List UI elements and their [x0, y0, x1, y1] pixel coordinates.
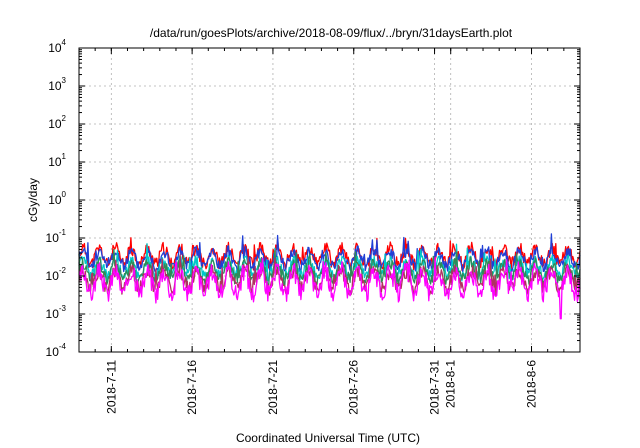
grid	[79, 48, 580, 352]
y-tick-label: 10-2	[46, 266, 67, 283]
series-line-1	[78, 237, 581, 272]
series-layer	[78, 233, 581, 320]
ticks	[78, 47, 581, 353]
y-tick-labels: 10-4 10-3 10-2 10-1 100 101 102 103 104	[46, 38, 67, 359]
x-tick-label: 2018-7-11	[104, 360, 118, 414]
series-line-6	[78, 257, 581, 320]
y-tick-label: 100	[48, 190, 66, 207]
y-tick-label: 104	[48, 38, 66, 55]
x-tick-label: 2018-7-31	[428, 360, 442, 415]
x-tick-label: 2018-7-21	[266, 360, 280, 415]
x-tick-label: 2018-8-1	[444, 360, 458, 408]
y-tick-label: 10-1	[46, 228, 67, 245]
y-tick-label: 101	[48, 152, 66, 169]
y-axis-label: cGy/day	[26, 178, 40, 222]
y-tick-label: 103	[48, 76, 66, 93]
y-tick-label: 10-3	[46, 304, 67, 321]
x-tick-label: 2018-7-16	[185, 360, 199, 415]
x-axis-label: Coordinated Universal Time (UTC)	[236, 431, 420, 445]
y-tick-label: 102	[48, 114, 66, 131]
y-tick-label: 10-4	[46, 342, 67, 359]
series-line-5	[78, 254, 581, 296]
chart-title: /data/run/goesPlots/archive/2018-08-09/f…	[150, 26, 513, 40]
x-tick-label: 2018-7-26	[347, 360, 361, 415]
x-tick-labels: 2018-7-11 2018-7-16 2018-7-21 2018-7-26 2018…	[104, 360, 538, 415]
x-tick-label: 2018-8-6	[525, 360, 539, 408]
